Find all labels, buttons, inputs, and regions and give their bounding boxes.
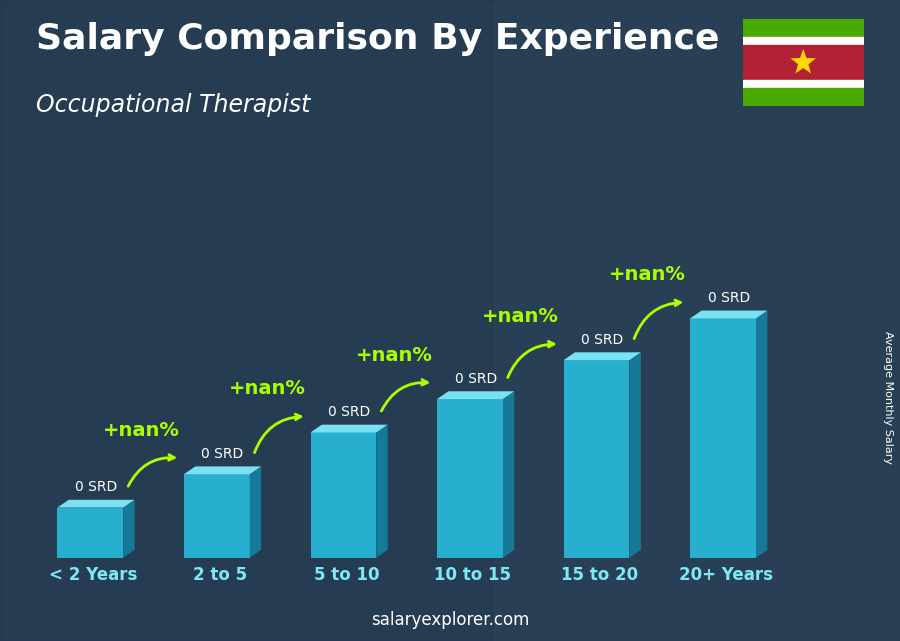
Text: Occupational Therapist: Occupational Therapist xyxy=(36,93,310,117)
Text: < 2 Years: < 2 Years xyxy=(49,566,138,584)
Bar xyxy=(742,19,864,37)
Polygon shape xyxy=(503,391,514,558)
Text: 0 SRD: 0 SRD xyxy=(707,291,750,305)
Polygon shape xyxy=(437,399,503,558)
Text: 0 SRD: 0 SRD xyxy=(454,372,497,386)
Polygon shape xyxy=(310,424,388,433)
Polygon shape xyxy=(690,311,768,319)
Bar xyxy=(742,79,864,88)
Polygon shape xyxy=(376,424,388,558)
Bar xyxy=(742,45,864,79)
Text: +nan%: +nan% xyxy=(103,421,179,440)
Text: 0 SRD: 0 SRD xyxy=(202,447,244,461)
Polygon shape xyxy=(756,311,768,558)
Polygon shape xyxy=(184,474,250,558)
Polygon shape xyxy=(310,433,376,558)
Polygon shape xyxy=(123,500,135,558)
Polygon shape xyxy=(690,319,756,558)
Polygon shape xyxy=(437,391,514,399)
Text: +nan%: +nan% xyxy=(229,379,306,398)
Text: 15 to 20: 15 to 20 xyxy=(561,566,638,584)
Text: 10 to 15: 10 to 15 xyxy=(435,566,511,584)
Polygon shape xyxy=(250,467,261,558)
Text: +nan%: +nan% xyxy=(482,307,559,326)
Polygon shape xyxy=(58,500,135,508)
Text: +nan%: +nan% xyxy=(608,265,686,284)
Text: salaryexplorer.com: salaryexplorer.com xyxy=(371,612,529,629)
Bar xyxy=(495,0,900,641)
Text: Average Monthly Salary: Average Monthly Salary xyxy=(883,331,894,464)
Text: 5 to 10: 5 to 10 xyxy=(313,566,379,584)
Text: 0 SRD: 0 SRD xyxy=(328,405,370,419)
Bar xyxy=(742,37,864,45)
Text: 0 SRD: 0 SRD xyxy=(581,333,624,347)
Bar xyxy=(0,0,495,641)
Text: 20+ Years: 20+ Years xyxy=(679,566,773,584)
Text: 2 to 5: 2 to 5 xyxy=(193,566,247,584)
Polygon shape xyxy=(790,49,816,74)
Polygon shape xyxy=(629,353,641,558)
Bar xyxy=(742,88,864,106)
Text: +nan%: +nan% xyxy=(356,346,433,365)
Polygon shape xyxy=(184,467,261,474)
Polygon shape xyxy=(563,360,629,558)
Text: Salary Comparison By Experience: Salary Comparison By Experience xyxy=(36,22,719,56)
Text: 0 SRD: 0 SRD xyxy=(75,480,117,494)
Polygon shape xyxy=(563,353,641,360)
Polygon shape xyxy=(58,508,123,558)
